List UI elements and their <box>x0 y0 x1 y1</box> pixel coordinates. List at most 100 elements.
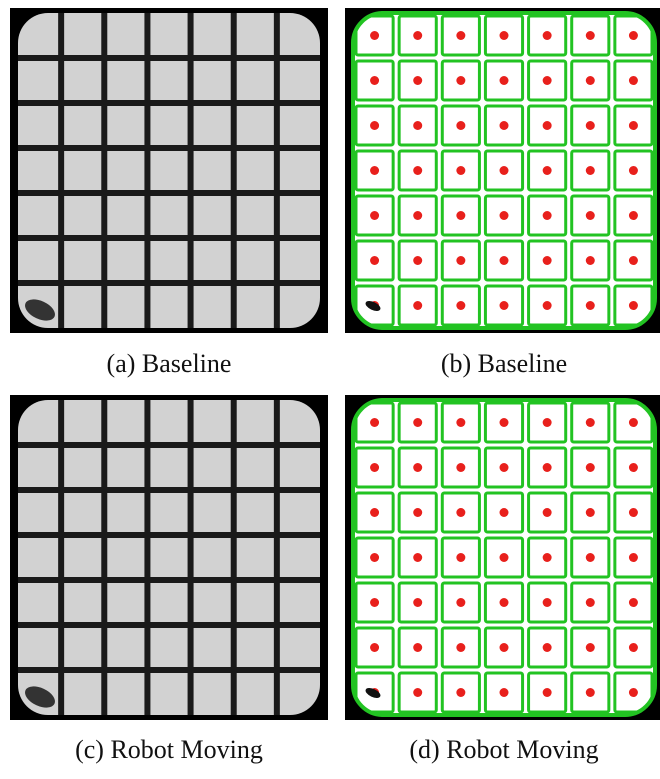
corner-point <box>543 508 552 517</box>
corner-point <box>413 301 422 310</box>
image-panel <box>10 395 328 720</box>
corner-point <box>500 166 509 175</box>
corner-point <box>370 418 379 427</box>
corner-point <box>586 31 595 40</box>
corner-point <box>543 598 552 607</box>
corner-point <box>456 508 465 517</box>
corner-point <box>629 256 638 265</box>
corner-point <box>543 31 552 40</box>
corner-point <box>629 688 638 697</box>
corner-point <box>586 301 595 310</box>
corner-point <box>456 31 465 40</box>
corner-point <box>456 598 465 607</box>
corner-point <box>370 211 379 220</box>
corner-point <box>500 598 509 607</box>
corner-point <box>456 553 465 562</box>
corner-point <box>586 121 595 130</box>
corner-point <box>543 301 552 310</box>
corner-point <box>413 553 422 562</box>
corner-point <box>543 76 552 85</box>
panel-caption: (c) Robot Moving <box>75 735 263 764</box>
corner-point <box>370 643 379 652</box>
corner-point <box>543 418 552 427</box>
corner-point <box>629 121 638 130</box>
corner-point <box>413 508 422 517</box>
corner-point <box>629 643 638 652</box>
corner-point <box>629 76 638 85</box>
corner-point <box>370 76 379 85</box>
corner-point <box>413 121 422 130</box>
corner-point <box>500 508 509 517</box>
corner-point <box>413 256 422 265</box>
corner-point <box>629 166 638 175</box>
corner-point <box>586 211 595 220</box>
target-board <box>353 400 655 715</box>
corner-point <box>500 553 509 562</box>
corner-point <box>413 166 422 175</box>
panel-caption: (a) Baseline <box>107 349 232 378</box>
corner-point <box>629 598 638 607</box>
corner-point <box>586 643 595 652</box>
corner-point <box>586 166 595 175</box>
panel-caption: (b) Baseline <box>441 349 567 378</box>
corner-point <box>456 211 465 220</box>
corner-point <box>543 256 552 265</box>
corner-point <box>586 76 595 85</box>
corner-point <box>500 643 509 652</box>
corner-point <box>543 643 552 652</box>
corner-point <box>586 256 595 265</box>
image-panel <box>345 8 660 333</box>
corner-point <box>500 76 509 85</box>
corner-point <box>543 166 552 175</box>
corner-point <box>456 688 465 697</box>
corner-point <box>456 643 465 652</box>
corner-point <box>413 688 422 697</box>
target-board <box>353 13 655 328</box>
corner-point <box>586 553 595 562</box>
corner-point <box>500 121 509 130</box>
corner-point <box>629 211 638 220</box>
corner-point <box>629 418 638 427</box>
corner-point <box>586 598 595 607</box>
corner-point <box>370 463 379 472</box>
corner-point <box>500 256 509 265</box>
corner-point <box>543 553 552 562</box>
corner-point <box>370 166 379 175</box>
panel-caption: (d) Robot Moving <box>409 735 598 764</box>
corner-point <box>456 418 465 427</box>
corner-point <box>629 553 638 562</box>
corner-point <box>456 166 465 175</box>
corner-point <box>370 121 379 130</box>
corner-point <box>500 211 509 220</box>
corner-point <box>413 643 422 652</box>
corner-point <box>456 76 465 85</box>
corner-point <box>413 418 422 427</box>
corner-point <box>586 688 595 697</box>
corner-point <box>370 553 379 562</box>
page: (a) Baseline (b) Baseline (c) Robot Moving… <box>0 0 660 779</box>
image-panel <box>10 8 328 333</box>
corner-point <box>500 31 509 40</box>
figure: (a) Baseline (b) Baseline (c) Robot Moving… <box>0 0 660 779</box>
corner-point <box>586 508 595 517</box>
corner-point <box>370 31 379 40</box>
corner-point <box>629 31 638 40</box>
corner-point <box>500 463 509 472</box>
corner-point <box>413 31 422 40</box>
corner-point <box>413 76 422 85</box>
corner-point <box>370 256 379 265</box>
corner-point <box>370 598 379 607</box>
corner-point <box>413 598 422 607</box>
corner-point <box>543 121 552 130</box>
corner-point <box>413 211 422 220</box>
corner-point <box>456 301 465 310</box>
corner-point <box>543 463 552 472</box>
corner-point <box>370 508 379 517</box>
corner-point <box>500 301 509 310</box>
corner-point <box>456 121 465 130</box>
corner-point <box>543 688 552 697</box>
corner-point <box>413 463 422 472</box>
corner-point <box>500 688 509 697</box>
corner-point <box>629 508 638 517</box>
target-board <box>18 400 320 715</box>
